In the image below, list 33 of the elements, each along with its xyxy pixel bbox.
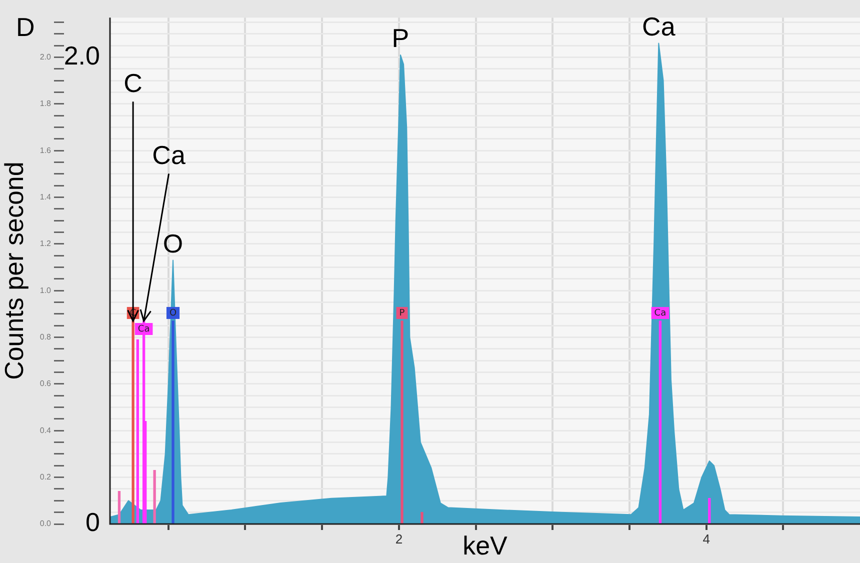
y-tick-label: 1.4 [40,192,52,202]
series-label: O [169,308,177,318]
y-tick-label: 2.0 [40,52,52,62]
series-label: Ca [654,308,666,318]
bar [132,320,134,524]
y-tick-label: 1.2 [40,239,52,248]
y-tick-label: 0.8 [40,332,52,342]
y-tick-label: 0.4 [40,426,52,435]
text: D [16,12,35,42]
y2-tick-label: 0 [86,507,100,538]
x-tick-label: 4 [702,531,710,546]
bar [420,512,424,524]
annotation: Ca [152,140,186,170]
series-label: P [399,308,406,318]
y-tick-label: 0.0 [40,519,52,528]
y-tick-label: 0.6 [40,379,52,388]
y-tick-label: 1.8 [40,99,52,108]
y-tick-label: 0.2 [40,472,52,482]
series-label: Ca [138,324,150,334]
annotation: O [162,228,184,258]
x-tick-label: 2 [395,531,403,546]
bar [136,339,139,524]
bar [118,491,121,524]
y2-tick-label: 2.0 [64,40,100,70]
y-tick-label: 1.0 [40,286,52,295]
annotation: Ca [642,11,676,42]
y-axis-title: Counts per second [0,162,29,380]
x-axis-title: keV [462,530,508,561]
y-tick-label: 1.6 [40,146,52,155]
bar [153,470,156,524]
annotation: C [124,68,142,98]
annotation: P [392,23,410,54]
bar [708,498,711,524]
